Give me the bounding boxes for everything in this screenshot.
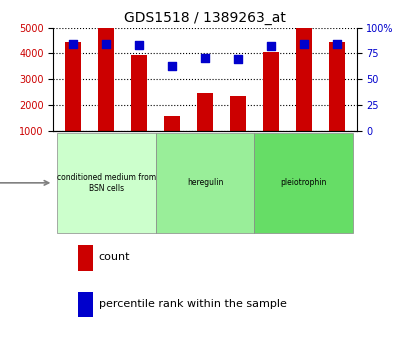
Bar: [77, 292, 92, 317]
Point: [333, 41, 339, 47]
Bar: [163, 116, 180, 131]
Bar: [196, 93, 213, 131]
Text: agent: agent: [0, 178, 49, 188]
Point: [234, 56, 240, 61]
Bar: [328, 42, 344, 131]
Point: [169, 63, 175, 69]
Bar: [130, 55, 147, 131]
Bar: [77, 245, 92, 271]
Bar: [295, 28, 311, 131]
Text: percentile rank within the sample: percentile rank within the sample: [99, 299, 286, 309]
FancyBboxPatch shape: [56, 133, 155, 233]
Bar: [98, 28, 114, 131]
Text: heregulin: heregulin: [187, 178, 222, 187]
Point: [201, 55, 208, 60]
Bar: [229, 96, 246, 131]
Point: [70, 41, 76, 47]
FancyBboxPatch shape: [155, 133, 254, 233]
Text: conditioned medium from
BSN cells: conditioned medium from BSN cells: [56, 173, 155, 193]
Text: count: count: [99, 253, 130, 262]
Title: GDS1518 / 1389263_at: GDS1518 / 1389263_at: [124, 11, 285, 25]
Text: pleiotrophin: pleiotrophin: [280, 178, 326, 187]
Bar: [65, 42, 81, 131]
Point: [267, 43, 274, 49]
Point: [103, 41, 109, 47]
Point: [135, 42, 142, 48]
Point: [300, 41, 306, 47]
FancyBboxPatch shape: [254, 133, 353, 233]
Bar: [262, 52, 279, 131]
